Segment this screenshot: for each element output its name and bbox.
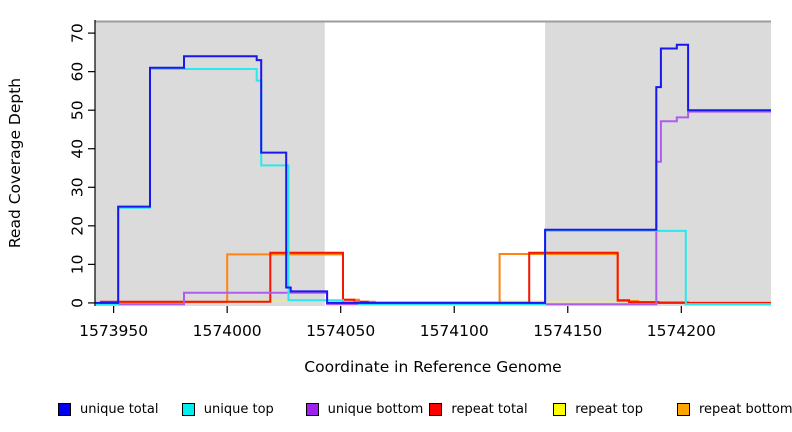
y-tick-label: 40 [68,139,86,159]
y-tick-label: 20 [68,216,86,236]
y-axis-title: Read Coverage Depth [6,78,24,248]
y-tick-label: 0 [68,298,86,308]
legend-item-unique-top: unique top [181,400,274,418]
x-tick-label: 1574050 [306,322,375,340]
legend-label: unique total [80,401,159,417]
legend-swatch-icon [677,402,690,416]
y-tick-label: 60 [68,62,86,82]
legend-label: repeat bottom [699,401,792,417]
axes: 1573950 1574000 1574050 1574100 1574150 15742… [68,20,716,340]
data-series [95,43,771,306]
shaded-region [95,21,325,306]
legend-swatch-icon [429,402,443,416]
plot-canvas: 1573950 1574000 1574050 1574100 1574150 15742… [6,20,771,376]
series-line-unique-total [95,43,771,304]
y-tick-label: 10 [68,255,86,275]
legend-item-unique-total: unique total [58,400,158,418]
legend-item-repeat-top: repeat top [553,400,643,418]
y-tick-label: 50 [68,100,86,120]
legend: unique total unique top unique bottom repea… [0,400,792,422]
legend-swatch-icon [305,402,319,416]
y-tick-label: 30 [68,177,86,197]
x-tick-label: 1574100 [420,322,489,340]
legend-label: repeat total [451,401,528,417]
shaded-region [545,21,771,306]
legend-swatch-icon [181,402,195,416]
x-tick-label: 1574000 [193,322,262,340]
legend-item-unique-bottom: unique bottom [305,400,424,418]
legend-label: unique top [203,401,274,417]
series-line-unique-bottom [95,110,771,306]
x-axis-title: Coordinate in Reference Genome [304,358,561,376]
legend-swatch-icon [58,402,71,416]
y-tick-label: 70 [68,23,86,43]
legend-swatch-icon [553,402,567,416]
legend-label: unique bottom [327,401,424,417]
x-tick-label: 1574200 [647,322,716,340]
legend-label: repeat top [575,401,643,417]
legend-item-repeat-bottom: repeat bottom [677,400,792,418]
shaded-regions [95,20,771,306]
x-tick-label: 1574150 [533,322,602,340]
x-tick-label: 1573950 [79,322,148,340]
legend-item-repeat-total: repeat total [429,400,528,418]
